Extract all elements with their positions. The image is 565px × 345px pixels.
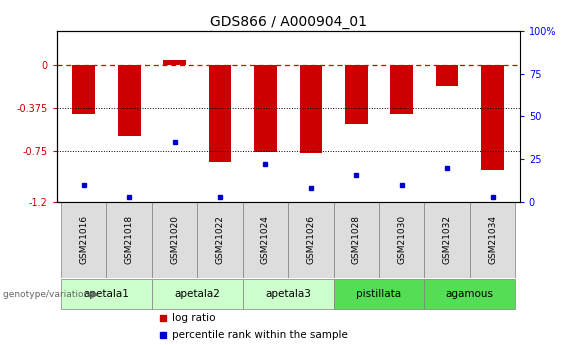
Bar: [152, 202, 197, 278]
Bar: [481, 65, 504, 170]
Bar: [436, 65, 458, 86]
Bar: [163, 59, 186, 65]
Bar: [243, 279, 333, 309]
Text: genotype/variation ▶: genotype/variation ▶: [3, 289, 99, 299]
Bar: [424, 202, 470, 278]
Text: log ratio: log ratio: [172, 313, 216, 323]
Text: apetala3: apetala3: [265, 289, 311, 299]
Bar: [106, 202, 152, 278]
Bar: [208, 65, 232, 162]
Text: apetala1: apetala1: [84, 289, 129, 299]
Bar: [254, 65, 277, 152]
Bar: [61, 279, 152, 309]
Bar: [470, 202, 515, 278]
Text: GSM21030: GSM21030: [397, 215, 406, 264]
Text: GSM21016: GSM21016: [79, 215, 88, 264]
Text: percentile rank within the sample: percentile rank within the sample: [172, 331, 348, 340]
Bar: [72, 65, 95, 114]
Title: GDS866 / A000904_01: GDS866 / A000904_01: [210, 14, 367, 29]
Text: GSM21034: GSM21034: [488, 215, 497, 264]
Text: GSM21018: GSM21018: [125, 215, 134, 264]
Text: GSM21024: GSM21024: [261, 215, 270, 264]
Bar: [333, 202, 379, 278]
Bar: [243, 202, 288, 278]
Bar: [61, 202, 106, 278]
Text: GSM21032: GSM21032: [442, 215, 451, 264]
Text: apetala2: apetala2: [175, 289, 220, 299]
Bar: [288, 202, 333, 278]
Text: GSM21022: GSM21022: [215, 215, 224, 264]
Bar: [333, 279, 424, 309]
Bar: [390, 65, 413, 114]
Bar: [118, 65, 141, 136]
Text: GSM21026: GSM21026: [306, 215, 315, 264]
Bar: [345, 65, 368, 125]
Bar: [424, 279, 515, 309]
Bar: [152, 279, 243, 309]
Text: GSM21020: GSM21020: [170, 215, 179, 264]
Bar: [379, 202, 424, 278]
Bar: [299, 65, 322, 153]
Text: pistillata: pistillata: [357, 289, 402, 299]
Text: agamous: agamous: [446, 289, 494, 299]
Text: GSM21028: GSM21028: [352, 215, 361, 264]
Bar: [197, 202, 243, 278]
